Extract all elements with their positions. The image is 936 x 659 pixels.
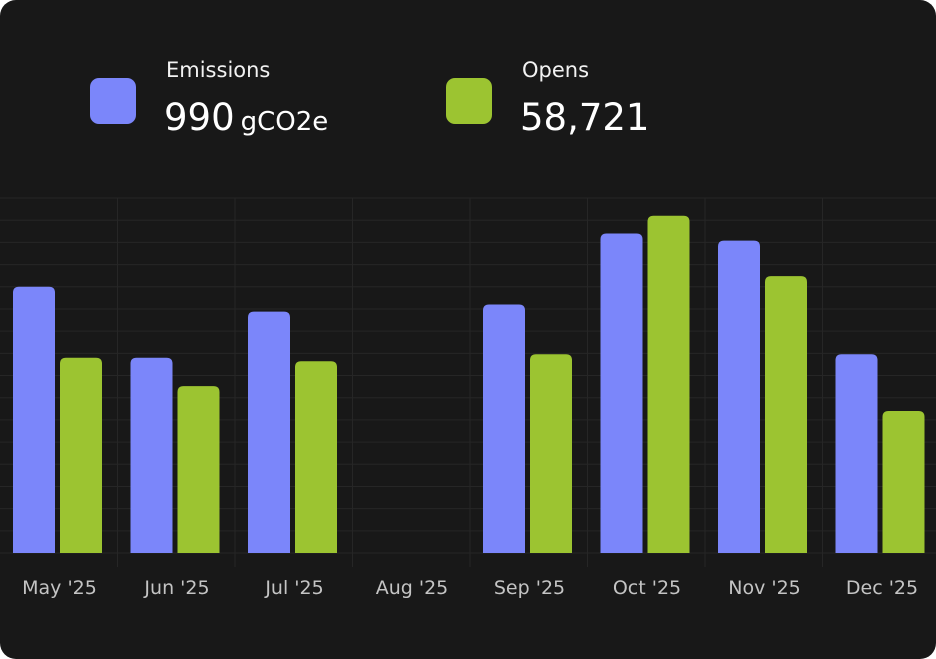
emissions-unit: gCO2e [240, 107, 329, 137]
opens-value: 58,721 [520, 96, 650, 139]
opens-swatch [446, 78, 492, 124]
emissions-swatch [90, 78, 136, 124]
bar-emissions-4[interactable] [483, 304, 525, 554]
bar-opens-0[interactable] [60, 357, 102, 553]
bar-emissions-2[interactable] [248, 311, 290, 553]
x-tick-label: Sep '25 [494, 577, 565, 599]
bar-emissions-0[interactable] [13, 286, 55, 553]
bar-opens-6[interactable] [765, 276, 807, 553]
opens-label: Opens [522, 58, 590, 82]
bar-opens-2[interactable] [295, 361, 337, 553]
emissions-label: Emissions [166, 58, 271, 82]
bar-emissions-5[interactable] [600, 233, 643, 554]
x-tick-label: Jun '25 [143, 577, 209, 599]
x-tick-label: Nov '25 [728, 577, 801, 599]
bar-emissions-6[interactable] [718, 240, 760, 553]
x-tick-label: Oct '25 [613, 577, 681, 599]
x-tick-label: May '25 [22, 577, 97, 599]
bar-opens-5[interactable] [647, 215, 690, 553]
x-tick-label: Dec '25 [846, 577, 918, 599]
emissions-total: 990 gCO2e [164, 96, 328, 139]
x-tick-label: Jul '25 [264, 577, 323, 599]
opens-total: 58,721 [520, 96, 649, 139]
bar-opens-7[interactable] [882, 411, 925, 553]
bar-opens-1[interactable] [177, 386, 220, 553]
bar-emissions-7[interactable] [835, 354, 878, 553]
emissions-value: 990 [164, 96, 235, 139]
x-tick-label: Aug '25 [376, 577, 449, 599]
bar-emissions-1[interactable] [130, 357, 173, 553]
bar-opens-4[interactable] [530, 354, 572, 553]
